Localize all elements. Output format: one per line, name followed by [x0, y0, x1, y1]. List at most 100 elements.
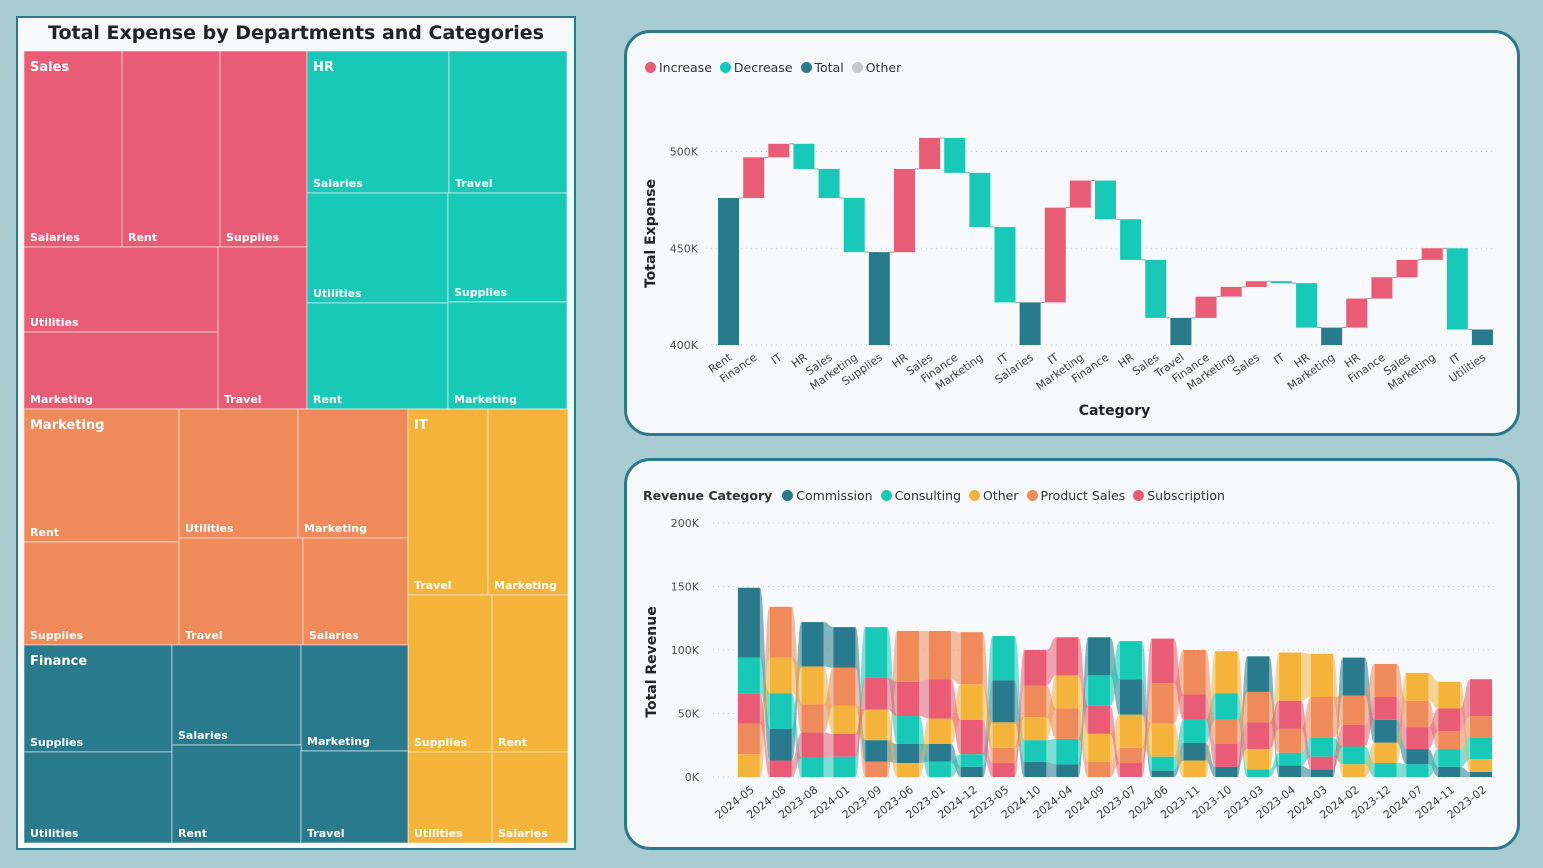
ribbon-segment-subscription[interactable] [833, 733, 856, 757]
ribbon-segment-subscription[interactable] [1088, 705, 1111, 734]
waterfall-bar[interactable] [793, 143, 815, 169]
waterfall-bar[interactable] [843, 197, 865, 253]
ribbon-segment-subscription[interactable] [1183, 694, 1206, 720]
ribbon-segment-consulting[interactable] [1342, 746, 1365, 765]
waterfall-bar[interactable] [1270, 281, 1292, 284]
treemap-cell[interactable] [24, 408, 180, 543]
ribbon-segment-consulting[interactable] [1119, 641, 1142, 680]
ribbon-segment-commission[interactable] [1024, 761, 1047, 777]
ribbon-segment-product-sales[interactable] [1374, 663, 1397, 697]
ribbon-segment-other[interactable] [1374, 742, 1397, 764]
waterfall-bar[interactable] [718, 197, 740, 345]
treemap-cell[interactable] [306, 51, 450, 194]
ribbon-segment-product-sales[interactable] [897, 630, 920, 682]
ribbon-segment-commission[interactable] [1056, 764, 1079, 777]
treemap-cell[interactable] [491, 594, 568, 753]
waterfall-legend[interactable]: Increase Decrease Total Other [645, 60, 909, 75]
treemap-cell[interactable] [24, 246, 219, 333]
ribbon-segment-other[interactable] [1310, 653, 1333, 697]
ribbon-segment-product-sales[interactable] [737, 723, 760, 755]
waterfall-bar[interactable] [1120, 219, 1142, 260]
waterfall-bar[interactable] [969, 172, 991, 227]
ribbon-segment-consulting[interactable] [769, 693, 792, 729]
ribbon-legend-item-commission[interactable]: Commission [782, 488, 873, 503]
treemap-cell[interactable] [447, 192, 568, 303]
treemap-cell[interactable] [121, 51, 221, 248]
ribbon-segment-consulting[interactable] [1310, 737, 1333, 757]
ribbon-segment-product-sales[interactable] [1088, 761, 1111, 777]
ribbon-segment-commission[interactable] [1374, 719, 1397, 743]
treemap-cell[interactable] [178, 537, 304, 646]
waterfall-bar[interactable] [1195, 296, 1217, 318]
treemap-cell[interactable] [178, 408, 299, 539]
ribbon-segment-subscription[interactable] [1151, 638, 1174, 684]
ribbon-segment-subscription[interactable] [1056, 637, 1079, 676]
ribbon-segment-product-sales[interactable] [1438, 731, 1461, 750]
treemap-cell[interactable] [306, 192, 449, 304]
waterfall-bar[interactable] [768, 143, 790, 158]
treemap-cell[interactable] [217, 246, 308, 410]
ribbon-segment-product-sales[interactable] [1247, 691, 1270, 723]
ribbon-segment-commission[interactable] [865, 740, 888, 762]
treemap-cell[interactable] [487, 408, 568, 596]
ribbon-segment-commission[interactable] [1279, 765, 1302, 777]
ribbon-segment-commission[interactable] [1342, 657, 1365, 696]
treemap-dept-sales[interactable]: Salaries Rent Supplies Utilities Marketing Tr… [24, 51, 308, 410]
ribbon-segment-other[interactable] [1151, 723, 1174, 757]
ribbon-segment-product-sales[interactable] [769, 606, 792, 658]
ribbon-segment-product-sales[interactable] [1406, 700, 1429, 728]
ribbon-legend-item-other[interactable]: Other [969, 488, 1019, 503]
ribbon-segment-product-sales[interactable] [865, 761, 888, 777]
ribbon-segment-subscription[interactable] [1215, 743, 1238, 767]
waterfall-bar[interactable] [1371, 277, 1393, 299]
ribbon-segment-commission[interactable] [1183, 742, 1206, 761]
ribbon-segment-subscription[interactable] [1342, 724, 1365, 747]
waterfall-legend-item-decrease[interactable]: Decrease [719, 60, 793, 75]
waterfall-bar[interactable] [1095, 180, 1116, 220]
treemap-cell[interactable] [407, 408, 489, 596]
ribbon-segment-consulting[interactable] [1183, 719, 1206, 743]
treemap-dept-it[interactable]: Travel Marketing Supplies Rent Utilities Sala… [407, 408, 568, 844]
ribbon-segment-commission[interactable] [737, 587, 760, 658]
ribbon-segment-commission[interactable] [1088, 637, 1111, 676]
ribbon-chart[interactable]: 0K50K100K150K200K2024-052024-082023-0820… [627, 461, 1517, 847]
treemap-cell[interactable] [219, 51, 308, 248]
ribbon-segment-product-sales[interactable] [1183, 650, 1206, 695]
waterfall-bar[interactable] [1471, 329, 1493, 345]
treemap-cell[interactable] [300, 750, 409, 844]
ribbon-segment-other[interactable] [1438, 681, 1461, 709]
ribbon-legend-item-consulting[interactable]: Consulting [880, 488, 961, 503]
treemap-cell[interactable] [171, 644, 302, 746]
ribbon-legend-item-product-sales[interactable]: Product Sales [1026, 488, 1125, 503]
ribbon-segment-product-sales[interactable] [928, 630, 951, 680]
ribbon-segment-consulting[interactable] [897, 716, 920, 744]
waterfall-bar[interactable] [818, 168, 840, 198]
waterfall-bar[interactable] [1396, 259, 1418, 278]
waterfall-bar[interactable] [1145, 259, 1167, 318]
waterfall-legend-item-total[interactable]: Total [800, 60, 844, 75]
ribbon-segment-consulting[interactable] [1374, 763, 1397, 777]
ribbon-segment-other[interactable] [1279, 652, 1302, 701]
ribbon-segment-commission[interactable] [992, 680, 1015, 723]
ribbon-segment-other[interactable] [1342, 764, 1365, 777]
ribbon-segment-product-sales[interactable] [992, 747, 1015, 764]
ribbon-segment-commission[interactable] [769, 728, 792, 761]
ribbon-segment-commission[interactable] [1151, 770, 1174, 777]
ribbon-segment-consulting[interactable] [1279, 752, 1302, 766]
waterfall-bar[interactable] [944, 138, 966, 173]
ribbon-segment-consulting[interactable] [737, 657, 760, 694]
waterfall-bar[interactable] [1245, 281, 1267, 287]
ribbon-segment-subscription[interactable] [1470, 679, 1493, 717]
ribbon-legend[interactable]: Revenue Category Commission Consulting Oth… [643, 488, 1233, 503]
ribbon-segment-consulting[interactable] [1470, 737, 1493, 760]
ribbon-segment-other[interactable] [1183, 760, 1206, 777]
treemap-cell[interactable] [491, 751, 568, 844]
ribbon-segment-product-sales[interactable] [1119, 747, 1142, 764]
ribbon-segment-other[interactable] [1406, 672, 1429, 701]
ribbon-segment-consulting[interactable] [992, 636, 1015, 681]
ribbon-segment-product-sales[interactable] [1310, 696, 1333, 738]
ribbon-segment-product-sales[interactable] [1279, 728, 1302, 753]
ribbon-segment-subscription[interactable] [1310, 756, 1333, 770]
ribbon-segment-other[interactable] [960, 684, 983, 720]
